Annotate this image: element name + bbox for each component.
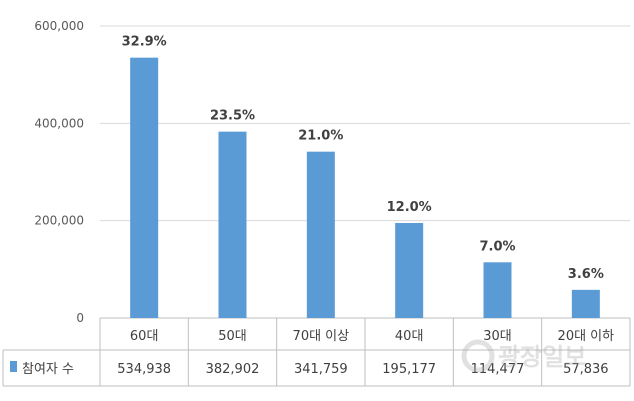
legend-series-name: 참여자 수: [22, 362, 74, 377]
data-label: 12.0%: [387, 200, 432, 215]
table-value: 195,177: [382, 362, 436, 377]
table-value: 534,938: [117, 362, 171, 377]
y-tick-label: 400,000: [34, 116, 84, 130]
data-label: 3.6%: [568, 267, 604, 282]
category-label: 20대 이하: [558, 329, 615, 344]
category-label: 60대: [130, 329, 159, 344]
bar: [306, 151, 335, 318]
bar: [571, 289, 600, 318]
table-value: 382,902: [206, 362, 260, 377]
bar: [395, 223, 424, 318]
bar: [218, 131, 247, 318]
y-tick-label: 200,000: [34, 214, 84, 228]
data-label: 7.0%: [479, 239, 515, 254]
data-label: 21.0%: [298, 129, 343, 144]
y-tick-label: 600,000: [34, 19, 84, 33]
svg-text:광장일보: 광장일보: [498, 343, 586, 371]
table-value: 341,759: [294, 362, 348, 377]
data-label: 32.9%: [122, 35, 167, 50]
bar: [483, 262, 512, 318]
table-value: 114,477: [471, 362, 525, 377]
category-label: 50대: [218, 329, 247, 344]
table-value: 57,836: [563, 362, 609, 377]
category-label: 30대: [483, 329, 512, 344]
bar: [130, 57, 159, 318]
legend-swatch: [10, 361, 17, 372]
data-label: 23.5%: [210, 109, 255, 124]
category-label: 70대 이상: [293, 329, 350, 344]
y-tick-label: 0: [76, 311, 84, 325]
category-label: 40대: [395, 329, 424, 344]
watermark-logo: 광장일보: [461, 339, 586, 373]
